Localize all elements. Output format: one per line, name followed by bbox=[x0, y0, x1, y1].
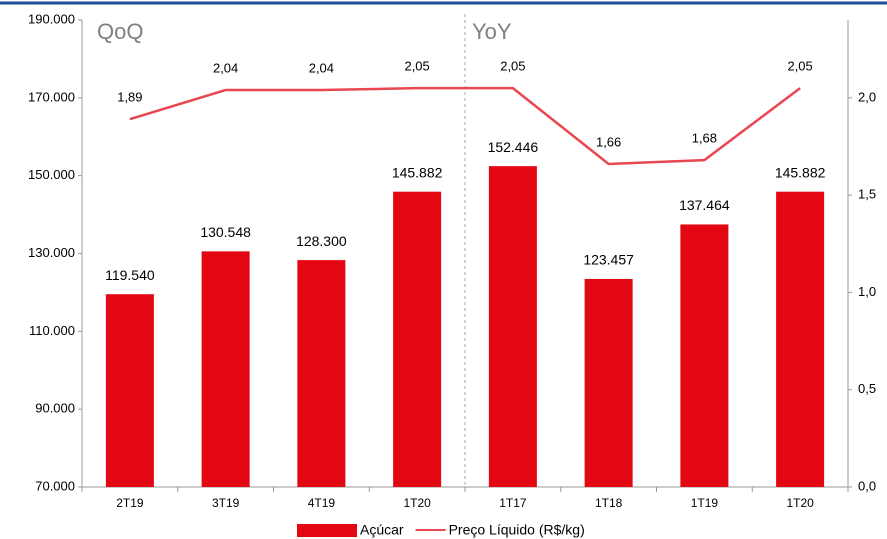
y-tick-label: 150.000 bbox=[28, 167, 75, 182]
y2-tick-label: 1,0 bbox=[858, 284, 876, 299]
line bbox=[129, 86, 801, 166]
bar-value-label: 119.540 bbox=[105, 267, 155, 283]
y-tick-label: 130.000 bbox=[28, 245, 75, 260]
x-tick-label: 2T19 bbox=[116, 496, 144, 510]
annotation: QoQ bbox=[97, 19, 143, 44]
legend-swatch bbox=[297, 524, 357, 537]
x-tick-label: 1T19 bbox=[691, 496, 719, 510]
bar bbox=[584, 278, 633, 487]
y-tick-label: 110.000 bbox=[29, 323, 75, 338]
y-tick-label: 70.000 bbox=[35, 478, 75, 493]
x-tick-label: 1T17 bbox=[499, 496, 527, 510]
x-tick-label: 4T19 bbox=[308, 496, 336, 510]
x-tick-label: 1T20 bbox=[403, 496, 431, 510]
bar-value-label: 152.446 bbox=[488, 139, 539, 155]
line-value-label: 1,89 bbox=[117, 90, 142, 105]
bar-value-label: 123.457 bbox=[583, 252, 634, 268]
y2-tick-label: 0,0 bbox=[858, 478, 876, 493]
line-value-label: 2,05 bbox=[787, 59, 812, 74]
y2-tick-label: 2,0 bbox=[858, 89, 876, 104]
x-tick-label: 3T19 bbox=[212, 496, 240, 510]
legend-label: Preço Líquido (R$/kg) bbox=[449, 522, 585, 538]
legend-label: Açúcar bbox=[360, 522, 404, 538]
x-tick-label: 1T18 bbox=[595, 496, 623, 510]
y2-tick-label: 1,5 bbox=[858, 187, 876, 202]
bar-value-label: 145.882 bbox=[392, 164, 443, 180]
line-value-label: 1,68 bbox=[692, 131, 717, 146]
y2-tick-label: 0,5 bbox=[858, 381, 876, 396]
bar bbox=[105, 294, 154, 487]
line-value-label: 2,05 bbox=[404, 59, 429, 74]
bar bbox=[297, 260, 346, 487]
bar bbox=[680, 224, 729, 487]
bar-value-label: 128.300 bbox=[296, 233, 347, 249]
y-tick-label: 170.000 bbox=[28, 89, 75, 104]
line-value-label: 2,04 bbox=[213, 60, 238, 75]
bar bbox=[488, 166, 537, 487]
annotation: YoY bbox=[472, 19, 512, 44]
bar-value-label: 130.548 bbox=[200, 224, 251, 240]
bar bbox=[201, 251, 250, 487]
line-value-label: 1,66 bbox=[596, 134, 621, 149]
line-value-label: 2,04 bbox=[309, 60, 334, 75]
bar bbox=[393, 191, 442, 487]
bar-value-label: 145.882 bbox=[775, 164, 826, 180]
y-tick-label: 190.000 bbox=[28, 11, 75, 26]
line-value-label: 2,05 bbox=[500, 59, 525, 74]
y-tick-label: 90.000 bbox=[35, 401, 75, 416]
bar-value-label: 137.464 bbox=[679, 197, 730, 213]
x-tick-label: 1T20 bbox=[786, 496, 814, 510]
bar bbox=[776, 191, 825, 487]
